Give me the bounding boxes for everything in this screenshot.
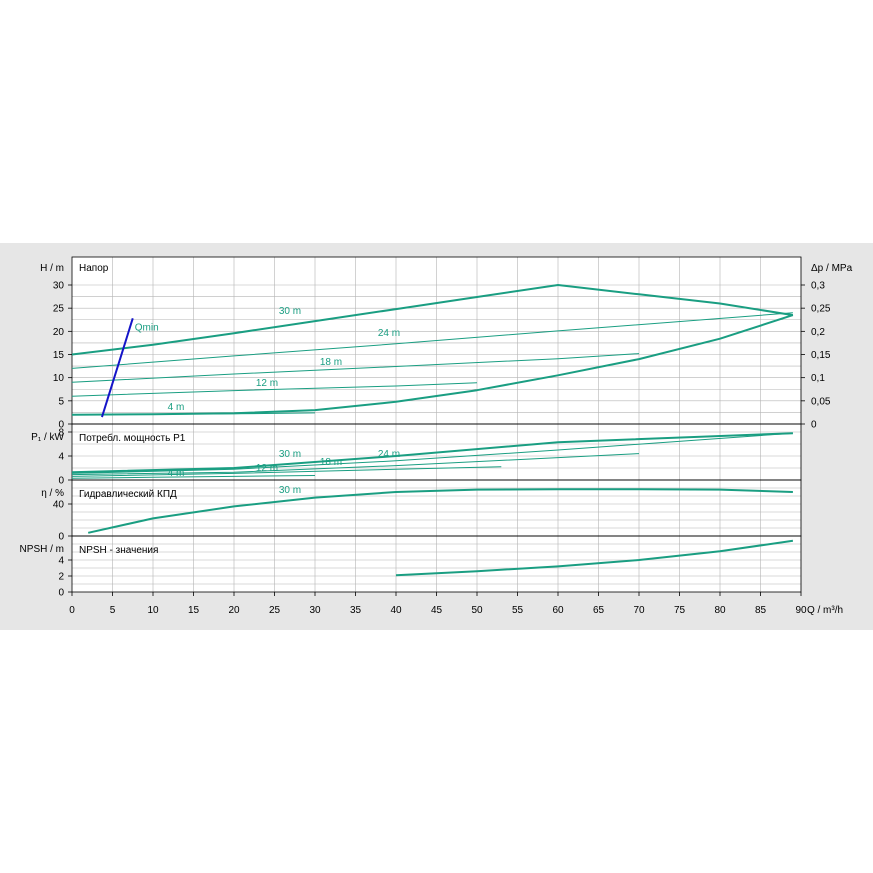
x-tick-label: 40 [390, 605, 402, 616]
y-right-tick-label: 0,25 [811, 304, 831, 315]
x-axis-label: Q / m³/h [807, 605, 843, 616]
series-label: 12 m [256, 463, 278, 474]
qmin-line [101, 318, 134, 418]
x-tick-label: 75 [674, 605, 686, 616]
y-axis-label: NPSH / m [20, 544, 64, 555]
pump-curve-chart: 0 5 10 15 20 25 30 H / m Напор 0 0,05 0,1 0,15 0,2 0,2… [0, 243, 873, 630]
y-tick-label: 30 [53, 281, 65, 292]
panel-title: NPSH - значения [79, 545, 158, 556]
y-tick-label: 0 [58, 532, 64, 543]
y-tick-label: 0 [58, 420, 64, 431]
x-tick-label: 0 [69, 605, 75, 616]
series-line [71, 453, 640, 476]
series-label: 4 m [168, 402, 185, 413]
series-line [71, 314, 794, 416]
panel-title: Гидравлический КПД [79, 489, 177, 500]
series-label: 18 m [320, 357, 342, 368]
x-tick-label: 80 [714, 605, 726, 616]
y-right-axis-label: Δp / MPa [811, 263, 853, 274]
x-tick-label: 45 [431, 605, 443, 616]
x-tick-label: 90 [795, 605, 807, 616]
x-tick-label: 25 [269, 605, 281, 616]
x-tick-label: 35 [350, 605, 362, 616]
x-tick-label: 85 [755, 605, 767, 616]
y-tick-label: 4 [58, 556, 64, 567]
x-tick-label: 10 [147, 605, 159, 616]
series-label: 12 m [256, 378, 278, 389]
y-tick-label: 0 [58, 476, 64, 487]
y-axis-label: P₁ / kW [31, 432, 64, 443]
y-tick-label: 8 [58, 428, 64, 439]
x-tick-label: 65 [593, 605, 605, 616]
series-line [87, 488, 793, 534]
y-axis-label: η / % [41, 488, 64, 499]
x-tick-label: 20 [228, 605, 240, 616]
y-tick-label: 40 [53, 500, 65, 511]
y-right-tick-label: 0 [811, 420, 817, 431]
x-tick-label: 5 [110, 605, 116, 616]
series-label: 30 m [279, 306, 301, 317]
y-right-tick-label: 0,1 [811, 373, 825, 384]
series-line [71, 284, 794, 356]
y-right-tick-label: 0,2 [811, 327, 825, 338]
series-line [395, 539, 794, 577]
series-line [71, 475, 316, 479]
series-line [71, 432, 793, 474]
series-label: 30 m [279, 449, 301, 460]
y-right-tick-label: 0,3 [811, 281, 825, 292]
series-label: 24 m [378, 328, 400, 339]
series-label: 30 m [279, 485, 301, 496]
series-label: 24 m [378, 449, 400, 460]
x-tick-label: 70 [633, 605, 645, 616]
y-axis-label: H / m [40, 263, 64, 274]
y-tick-label: 25 [53, 304, 65, 315]
qmin-label: Qmin [135, 322, 159, 333]
series-line [71, 382, 478, 397]
series-label: 18 m [320, 457, 342, 468]
y-tick-label: 5 [58, 396, 64, 407]
panel-title: Напор [79, 263, 109, 274]
y-tick-label: 4 [58, 452, 64, 463]
x-tick-label: 15 [188, 605, 200, 616]
panel-title: Потребл. мощность P1 [79, 432, 186, 444]
series-line [71, 353, 640, 383]
y-right-tick-label: 0,05 [811, 396, 831, 407]
y-tick-label: 20 [53, 327, 65, 338]
y-tick-label: 10 [53, 373, 65, 384]
x-tick-label: 60 [552, 605, 564, 616]
y-tick-label: 0 [58, 588, 64, 599]
x-tick-label: 55 [512, 605, 524, 616]
series-line [71, 466, 502, 477]
series-line [71, 432, 793, 474]
x-tick-label: 30 [309, 605, 321, 616]
y-tick-label: 2 [58, 572, 64, 583]
series-line [71, 312, 793, 369]
series-label: 4 m [168, 468, 185, 479]
x-tick-label: 50 [471, 605, 483, 616]
y-tick-label: 15 [53, 350, 65, 361]
y-right-tick-label: 0,15 [811, 350, 831, 361]
